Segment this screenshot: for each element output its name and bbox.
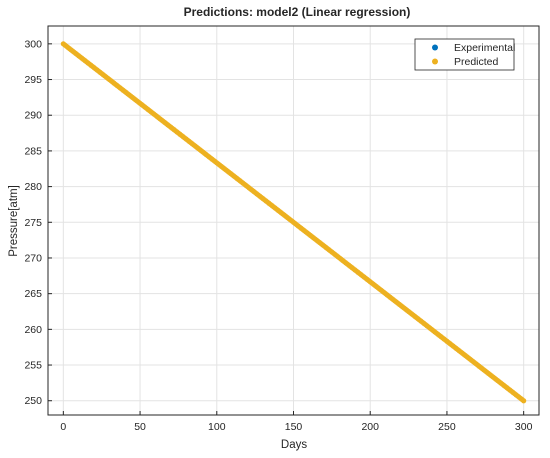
legend-box (414, 38, 515, 71)
x-tick-label: 150 (285, 421, 303, 433)
y-axis-ticks: 250 255 260 265 270 275 280 285 290 295 300 (24, 38, 52, 407)
series-predicted (60, 41, 527, 404)
y-tick-label: 270 (24, 252, 42, 264)
x-axis-ticks: 0 50 100 150 200 250 300 (60, 411, 533, 433)
y-tick-label: 285 (24, 145, 42, 157)
y-tick-label: 295 (24, 74, 42, 86)
legend-marker-predicted (432, 58, 438, 65)
x-tick-label: 200 (361, 421, 379, 433)
y-tick-label: 250 (24, 395, 42, 407)
x-tick-label: 0 (60, 421, 66, 433)
legend-label-experimental: Experimental (454, 42, 515, 54)
grid-lines (48, 26, 539, 415)
y-tick-label: 265 (24, 288, 42, 300)
y-tick-label: 300 (24, 38, 42, 50)
x-tick-label: 250 (438, 421, 456, 433)
x-tick-label: 300 (515, 421, 533, 433)
y-tick-label: 280 (24, 181, 42, 193)
x-axis-label: Days (281, 439, 307, 451)
y-tick-label: 260 (24, 324, 42, 336)
y-tick-label: 275 (24, 217, 42, 229)
y-tick-label: 290 (24, 110, 42, 122)
legend-marker-experimental (432, 44, 438, 51)
x-tick-label: 100 (208, 421, 226, 433)
x-tick-label: 50 (134, 421, 146, 433)
y-tick-label: 255 (24, 360, 42, 372)
chart-title: Predictions: model2 (Linear regression) (184, 5, 411, 19)
y-axis-label: Pressure[atm] (8, 185, 20, 257)
predicted-point (521, 398, 527, 404)
legend-label-predicted: Predicted (454, 56, 499, 68)
legend: Experimental Predicted (414, 38, 515, 71)
